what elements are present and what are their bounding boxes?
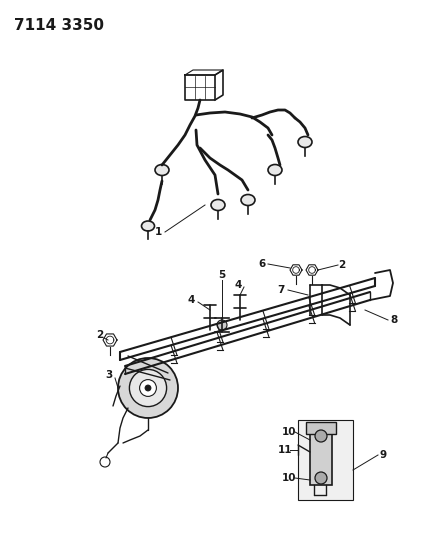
Circle shape [145,385,151,391]
Ellipse shape [241,195,255,206]
Circle shape [100,457,110,467]
Text: 10: 10 [282,427,297,437]
Circle shape [217,320,227,330]
Ellipse shape [268,165,282,175]
Ellipse shape [142,221,155,231]
Text: 7: 7 [277,285,284,295]
Ellipse shape [298,136,312,148]
Circle shape [315,430,327,442]
Text: 4: 4 [235,280,242,290]
Text: 10: 10 [282,473,297,483]
Text: 6: 6 [258,259,265,269]
Ellipse shape [211,199,225,211]
Text: 3: 3 [105,370,112,380]
Circle shape [118,358,178,418]
Circle shape [315,472,327,484]
Text: 11: 11 [278,445,292,455]
Bar [298,420,353,500]
Bar [306,422,336,434]
Text: 9: 9 [380,450,387,460]
Text: 7114 3350: 7114 3350 [14,18,104,33]
Text: 2: 2 [338,260,345,270]
Text: 2: 2 [96,330,103,340]
Bar [310,430,332,485]
Text: 8: 8 [390,315,397,325]
Circle shape [129,369,166,407]
Text: 4: 4 [188,295,195,305]
Ellipse shape [155,165,169,175]
Text: 5: 5 [218,270,225,280]
Circle shape [140,379,156,397]
Text: 1: 1 [155,227,162,237]
